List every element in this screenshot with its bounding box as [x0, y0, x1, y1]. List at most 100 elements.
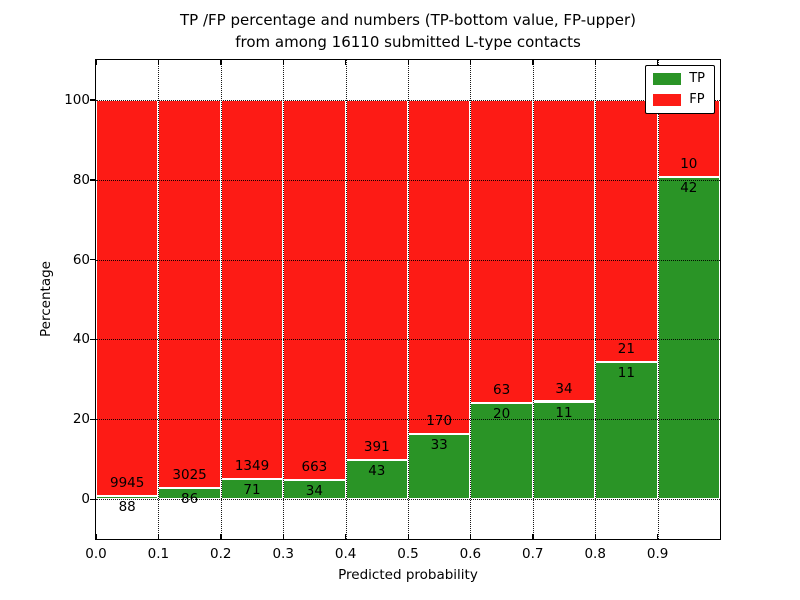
- y-tick-label-0: 0: [81, 491, 90, 508]
- bar-count-tp-4: 43: [368, 462, 386, 479]
- x-tickmark-top: [657, 60, 659, 65]
- gridline-vertical-0.6: [470, 60, 472, 539]
- bar-count-fp-2: 1349: [234, 458, 270, 475]
- y-tickmark: [90, 99, 96, 101]
- bar-segment-tp-5: [408, 434, 471, 500]
- bar-count-tp-3: 34: [305, 482, 323, 499]
- x-tick-label-0.8: 0.8: [584, 546, 606, 562]
- bar-segment-fp-8: [595, 99, 658, 362]
- x-tickmark-top: [282, 60, 284, 65]
- y-axis-label: Percentage: [38, 261, 54, 337]
- gridline-vertical-0.7: [532, 60, 534, 539]
- bar-count-fp-4: 391: [363, 438, 390, 455]
- x-tickmark-top: [594, 60, 596, 65]
- bar-segment-tp-7: [532, 401, 596, 500]
- bar-count-tp-9: 42: [680, 179, 698, 196]
- x-tickmark-top: [407, 60, 409, 65]
- x-tickmark-top: [345, 60, 347, 65]
- gridline-vertical-0.4: [345, 60, 347, 539]
- bar-segment-tp-6: [470, 402, 533, 500]
- legend: TP FP: [645, 65, 715, 114]
- x-axis-label: Predicted probability: [338, 567, 478, 583]
- gridline-vertical-0.8: [595, 60, 597, 539]
- x-tickmark-top: [532, 60, 534, 65]
- x-tickmark-bottom: [594, 534, 596, 539]
- legend-swatch-tp: [653, 73, 682, 85]
- gridline-horizontal-80: [96, 179, 720, 181]
- bar-count-fp-3: 663: [301, 458, 328, 475]
- x-tickmark-bottom: [469, 534, 472, 539]
- x-tickmark-bottom: [657, 534, 659, 539]
- bar-count-fp-9: 10: [680, 155, 698, 172]
- x-tickmark-bottom: [282, 534, 284, 539]
- x-tickmark-bottom: [157, 534, 160, 539]
- y-tick-label-60: 60: [72, 251, 90, 268]
- bar-count-fp-7: 34: [555, 380, 573, 397]
- plot-area: 9945 88 3025 86 1349 71 663 34 391 43 170 33 63 20 34 1…: [90, 59, 721, 540]
- gridline-vertical-0.3: [283, 60, 285, 539]
- bar-count-fp-5: 170: [426, 413, 453, 430]
- legend-label-fp: FP: [689, 92, 705, 107]
- bar-segment-fp-5: [408, 99, 471, 435]
- x-tick-label-0.1: 0.1: [147, 546, 170, 562]
- y-tickmark: [90, 498, 96, 500]
- x-tickmark-bottom: [532, 534, 534, 539]
- bar-count-fp-0: 9945: [110, 474, 145, 491]
- gridline-vertical-0.9: [657, 60, 659, 539]
- x-tickmark-bottom: [95, 534, 97, 539]
- bar-segment-tp-9: [657, 176, 720, 500]
- y-tick-label-20: 20: [72, 411, 90, 428]
- x-tickmark-top: [95, 60, 97, 65]
- bar-count-tp-0: 88: [118, 498, 136, 515]
- y-tickmark: [90, 418, 96, 421]
- bar-segment-tp-8: [595, 361, 658, 500]
- x-tick-label-0.2: 0.2: [210, 546, 232, 562]
- bar-labels-layer: 9945 88 3025 86 1349 71 663 34 391 43 170 33 63 20 34 1…: [96, 60, 720, 539]
- x-tickmark-top: [220, 60, 222, 65]
- bar-count-tp-8: 11: [617, 364, 635, 381]
- bar-count-tp-2: 71: [243, 482, 261, 499]
- y-tick-label-100: 100: [64, 91, 90, 108]
- bar-count-fp-1: 3025: [172, 467, 207, 484]
- bar-segment-fp-0: [96, 99, 159, 496]
- grid-layer: [90, 60, 721, 539]
- bar-segment-fp-1: [158, 99, 221, 489]
- gridline-vertical-0.5: [408, 60, 409, 539]
- y-tickmark: [90, 338, 96, 341]
- x-tick-label-0.7: 0.7: [522, 546, 544, 562]
- bar-count-tp-6: 20: [493, 405, 511, 422]
- y-tickmark: [90, 179, 96, 181]
- gridline-horizontal-40: [96, 339, 720, 341]
- legend-item-fp: FP: [653, 93, 705, 107]
- gridline-horizontal-60: [96, 259, 720, 261]
- x-tickmark-bottom: [220, 534, 222, 539]
- bar-count-fp-8: 21: [617, 340, 635, 357]
- chart-title-line2: from among 16110 submitted L-type contac…: [235, 33, 581, 51]
- bar-segment-fp-6: [470, 99, 533, 403]
- bar-count-tp-7: 11: [555, 404, 573, 421]
- x-tick-label-0.0: 0.0: [85, 546, 107, 562]
- bar-count-tp-5: 33: [430, 437, 448, 454]
- x-tick-label-0.4: 0.4: [334, 546, 357, 562]
- bar-segment-tp-0: [96, 495, 159, 500]
- x-tickmark-bottom: [407, 534, 409, 539]
- gridline-horizontal-0: [96, 499, 720, 501]
- bar-segment-fp-2: [220, 99, 284, 480]
- legend-swatch-fp: [653, 94, 682, 106]
- bar-count-tp-1: 86: [181, 491, 199, 508]
- gridline-vertical-0.2: [220, 60, 222, 539]
- chart-title: TP /FP percentage and numbers (TP-bottom…: [180, 9, 636, 53]
- x-tick-label-0.5: 0.5: [397, 546, 419, 562]
- x-tick-label-0.3: 0.3: [272, 546, 294, 562]
- bar-segment-tp-4: [345, 459, 408, 500]
- gridline-horizontal-100: [96, 99, 720, 101]
- x-tickmark-top: [157, 60, 160, 65]
- y-tick-label-40: 40: [72, 331, 90, 348]
- x-tick-label-0.6: 0.6: [459, 546, 482, 562]
- gridline-horizontal-20: [96, 419, 720, 421]
- bar-count-fp-6: 63: [493, 381, 511, 398]
- legend-label-tp: TP: [689, 71, 705, 86]
- chart-title-line1: TP /FP percentage and numbers (TP-bottom…: [180, 11, 636, 29]
- bar-segment-fp-4: [345, 99, 408, 460]
